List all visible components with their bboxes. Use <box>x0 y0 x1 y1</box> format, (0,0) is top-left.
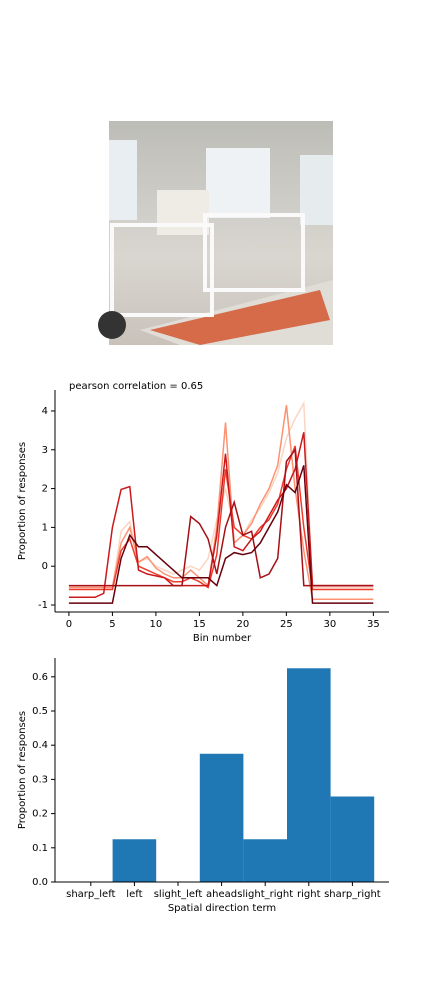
series-line <box>68 445 374 591</box>
bar <box>243 839 287 882</box>
x-tick-label: slight_right <box>237 889 293 900</box>
chart-title: pearson correlation = 0.65 <box>69 381 203 392</box>
x-tick-label: right <box>297 889 321 900</box>
bar <box>287 668 331 882</box>
y-tick-label: 0.6 <box>32 672 48 683</box>
series-line <box>68 404 374 600</box>
y-tick-label: 0.4 <box>32 740 48 751</box>
x-tick-label: slight_left <box>154 889 203 900</box>
y-tick-label: 0.3 <box>32 774 48 785</box>
photo <box>98 121 333 345</box>
y-tick-label: 4 <box>42 406 48 417</box>
x-tick-label: 25 <box>280 619 293 630</box>
y-tick-label: 0.2 <box>32 809 48 820</box>
series-line <box>68 447 374 587</box>
x-axis-label: Bin number <box>193 633 252 644</box>
y-tick-label: 2 <box>42 484 48 495</box>
series-line <box>68 465 374 604</box>
bar <box>112 839 157 882</box>
y-tick-label: 0 <box>42 561 48 572</box>
x-tick-label: 5 <box>109 619 115 630</box>
y-tick-label: 0.1 <box>32 843 48 854</box>
x-tick-label: sharp_right <box>324 889 381 900</box>
y-axis-label: Proportion of responses <box>17 711 28 829</box>
x-tick-label: 15 <box>193 619 206 630</box>
x-tick-label: ahead <box>206 889 237 900</box>
y-tick-label: 1 <box>42 522 48 533</box>
x-tick-label: 30 <box>323 619 336 630</box>
x-tick-label: 10 <box>150 619 163 630</box>
x-tick-label: 20 <box>237 619 250 630</box>
series-line <box>68 400 374 589</box>
y-axis-label: Proportion of responses <box>17 442 28 560</box>
y-tick-label: -1 <box>38 600 48 611</box>
y-tick-label: 0.5 <box>32 706 48 717</box>
bar <box>199 753 244 882</box>
x-tick-label: 35 <box>367 619 380 630</box>
x-tick-label: sharp_left <box>66 889 115 900</box>
bar <box>330 796 375 882</box>
y-tick-label: 3 <box>42 445 48 456</box>
y-tick-label: 0.0 <box>32 877 48 888</box>
x-tick-label: left <box>126 889 142 900</box>
x-tick-label: 0 <box>66 619 72 630</box>
x-axis-label: Spatial direction term <box>168 903 276 914</box>
